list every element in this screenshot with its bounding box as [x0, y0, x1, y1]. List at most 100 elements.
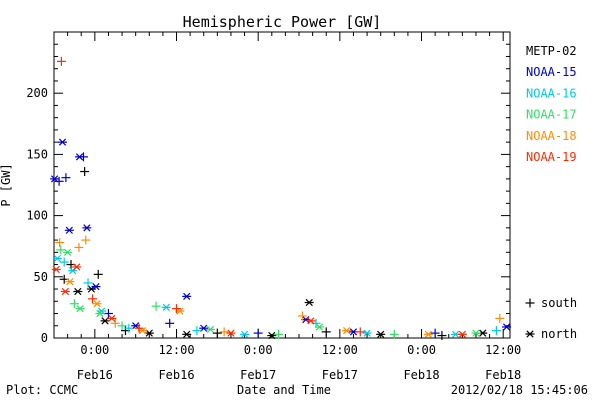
data-point-south [59, 257, 69, 267]
data-point-north [240, 330, 250, 338]
data-point-south [80, 167, 90, 177]
x-tick-label: 12:00 [485, 343, 521, 357]
data-point-south [192, 326, 202, 336]
legend-entry: METP-02 [526, 44, 577, 58]
data-point-south [297, 311, 307, 321]
data-point-south [219, 327, 229, 337]
data-point-south [69, 299, 79, 309]
data-point-south [355, 327, 365, 337]
data-point-south [134, 323, 144, 333]
legend-entry: NOAA-18 [526, 129, 577, 143]
data-point-north [306, 317, 316, 325]
data-point-south [110, 318, 120, 328]
data-point-south [124, 323, 134, 333]
x-tick-date-label: Feb16 [158, 368, 194, 382]
x-tick-label: 0:00 [407, 343, 436, 357]
data-point-north [73, 287, 83, 296]
data-point-north [161, 303, 171, 312]
data-point-north [58, 138, 68, 146]
x-tick-label: 0:00 [244, 343, 273, 357]
data-point-north [64, 226, 74, 234]
data-point-south [103, 309, 113, 319]
marker-legend-symbol [525, 298, 535, 308]
data-point-south [253, 328, 263, 338]
data-point-north [100, 317, 110, 325]
data-point-north [423, 330, 433, 338]
data-point-north [376, 330, 386, 338]
data-point-north [226, 329, 236, 337]
marker-legend: south north [525, 296, 577, 341]
data-point-south [117, 321, 127, 331]
data-point-north [304, 298, 314, 307]
data-point-south [78, 152, 88, 162]
footer-timestamp: 2012/02/18 15:45:06 [451, 383, 588, 397]
data-point-north [457, 330, 467, 338]
data-point-south [437, 331, 447, 341]
data-point-south [81, 235, 91, 245]
x-tick-label: 12:00 [158, 343, 194, 357]
legend-entry: NOAA-16 [526, 86, 577, 100]
y-tick-label: 150 [26, 147, 48, 161]
data-point-north [63, 248, 73, 256]
data-point-south [495, 313, 505, 323]
data-point-south [88, 294, 98, 304]
y-tick-label: 50 [34, 270, 48, 284]
data-point-north [75, 304, 85, 313]
y-axis-label: P [GW] [0, 163, 13, 206]
x-tick-date-label: Feb18 [403, 368, 439, 382]
legend-entry: NOAA-19 [526, 150, 577, 164]
data-point-north [342, 327, 352, 335]
data-point-north [502, 323, 512, 331]
data-point-south [212, 328, 222, 338]
data-point-south [321, 327, 331, 337]
marker-legend-label: south [541, 296, 577, 310]
y-tick-label: 100 [26, 209, 48, 223]
data-point-south [56, 56, 66, 66]
data-point-south [430, 328, 440, 338]
data-point-north [82, 224, 92, 232]
data-point-south [491, 326, 501, 336]
data-point-south [54, 176, 64, 186]
data-points [50, 56, 512, 341]
data-point-south [389, 329, 399, 339]
x-axis: 0:00 Feb16 12:00 Feb16 0:00 Feb17 12:00 Feb17 0:… [53, 32, 521, 382]
data-point-south [56, 245, 66, 255]
data-point-south [274, 329, 284, 339]
data-point-north [182, 292, 192, 301]
x-tick-date-label: Feb17 [322, 368, 358, 382]
data-point-north [72, 263, 82, 271]
data-point-north [51, 265, 61, 274]
y-tick-label: 200 [26, 86, 48, 100]
data-point-south [83, 278, 93, 288]
data-point-north [199, 324, 209, 332]
data-point-north [65, 278, 75, 286]
x-tick-label: 0:00 [80, 343, 109, 357]
data-point-north [206, 325, 216, 334]
marker-legend-label: north [541, 327, 577, 341]
data-point-north [107, 314, 117, 323]
data-point-south [165, 318, 175, 328]
x-tick-date-label: Feb17 [240, 368, 276, 382]
data-point-south [55, 238, 65, 248]
data-point-north [144, 329, 154, 337]
data-point-south [74, 242, 84, 252]
data-point-south [172, 304, 182, 314]
x-tick-label: 12:00 [322, 343, 358, 357]
marker-legend-symbol [525, 330, 535, 338]
y-axis: 0 50 100 150 200 [26, 31, 510, 345]
legend-entry: NOAA-17 [526, 108, 577, 122]
data-point-north [92, 300, 102, 308]
data-point-north [95, 309, 105, 318]
x-tick-date-label: Feb16 [77, 368, 113, 382]
data-point-south [151, 301, 161, 311]
data-point-north [362, 329, 372, 337]
data-point-north [52, 254, 62, 263]
legend: METP-02 NOAA-15 NOAA-16 NOAA-17 NOAA-18 NOAA-… [526, 44, 577, 164]
data-point-north [267, 331, 277, 340]
plot-frame [53, 31, 511, 339]
data-point-north [314, 323, 324, 331]
data-point-north [91, 282, 101, 291]
y-tick-label: 0 [41, 331, 48, 345]
chart-title: Hemispheric Power [GW] [183, 13, 382, 31]
